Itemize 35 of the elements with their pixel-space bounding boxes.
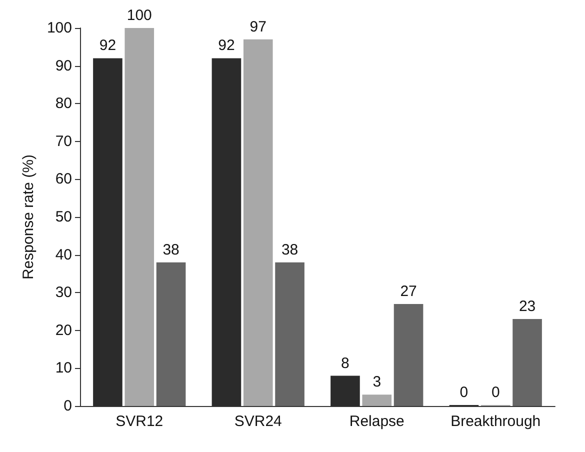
data-label: 92 (99, 37, 116, 54)
bar (156, 262, 186, 406)
y-tick-label: 70 (55, 132, 72, 150)
data-label: 23 (518, 298, 536, 316)
bar (362, 394, 392, 406)
y-tick-label: 100 (46, 20, 72, 36)
bar (512, 319, 542, 406)
y-tick-label: 60 (55, 170, 72, 188)
data-label: 97 (250, 18, 266, 36)
y-tick-label: 0 (64, 398, 72, 414)
y-tick-label: 20 (55, 322, 72, 339)
bar (394, 304, 424, 406)
y-tick-label: 30 (55, 284, 72, 302)
y-axis-title: Response rate (%) (20, 154, 38, 280)
bar (243, 39, 273, 406)
x-tick-label: SVR12 (116, 413, 164, 430)
data-label: 8 (341, 354, 350, 372)
data-label: 0 (460, 384, 468, 401)
y-tick-label: 90 (55, 57, 72, 74)
bar (124, 28, 154, 406)
x-tick-label: SVR24 (234, 413, 282, 430)
y-tick-label: 10 (55, 360, 72, 377)
bar (275, 262, 304, 406)
y-tick-label: 50 (55, 208, 72, 226)
data-label: 100 (126, 7, 152, 24)
data-label: 27 (400, 282, 417, 300)
x-tick-label: Relapse (349, 413, 404, 430)
y-tick-label: 80 (55, 95, 72, 112)
x-tick-label: Breakthrough (450, 413, 541, 430)
y-tick-label: 40 (55, 246, 72, 264)
data-label: 0 (491, 384, 500, 401)
data-label: 38 (162, 241, 180, 258)
data-label: 92 (218, 37, 235, 54)
data-label: 3 (372, 374, 382, 391)
data-label: 38 (281, 241, 298, 258)
